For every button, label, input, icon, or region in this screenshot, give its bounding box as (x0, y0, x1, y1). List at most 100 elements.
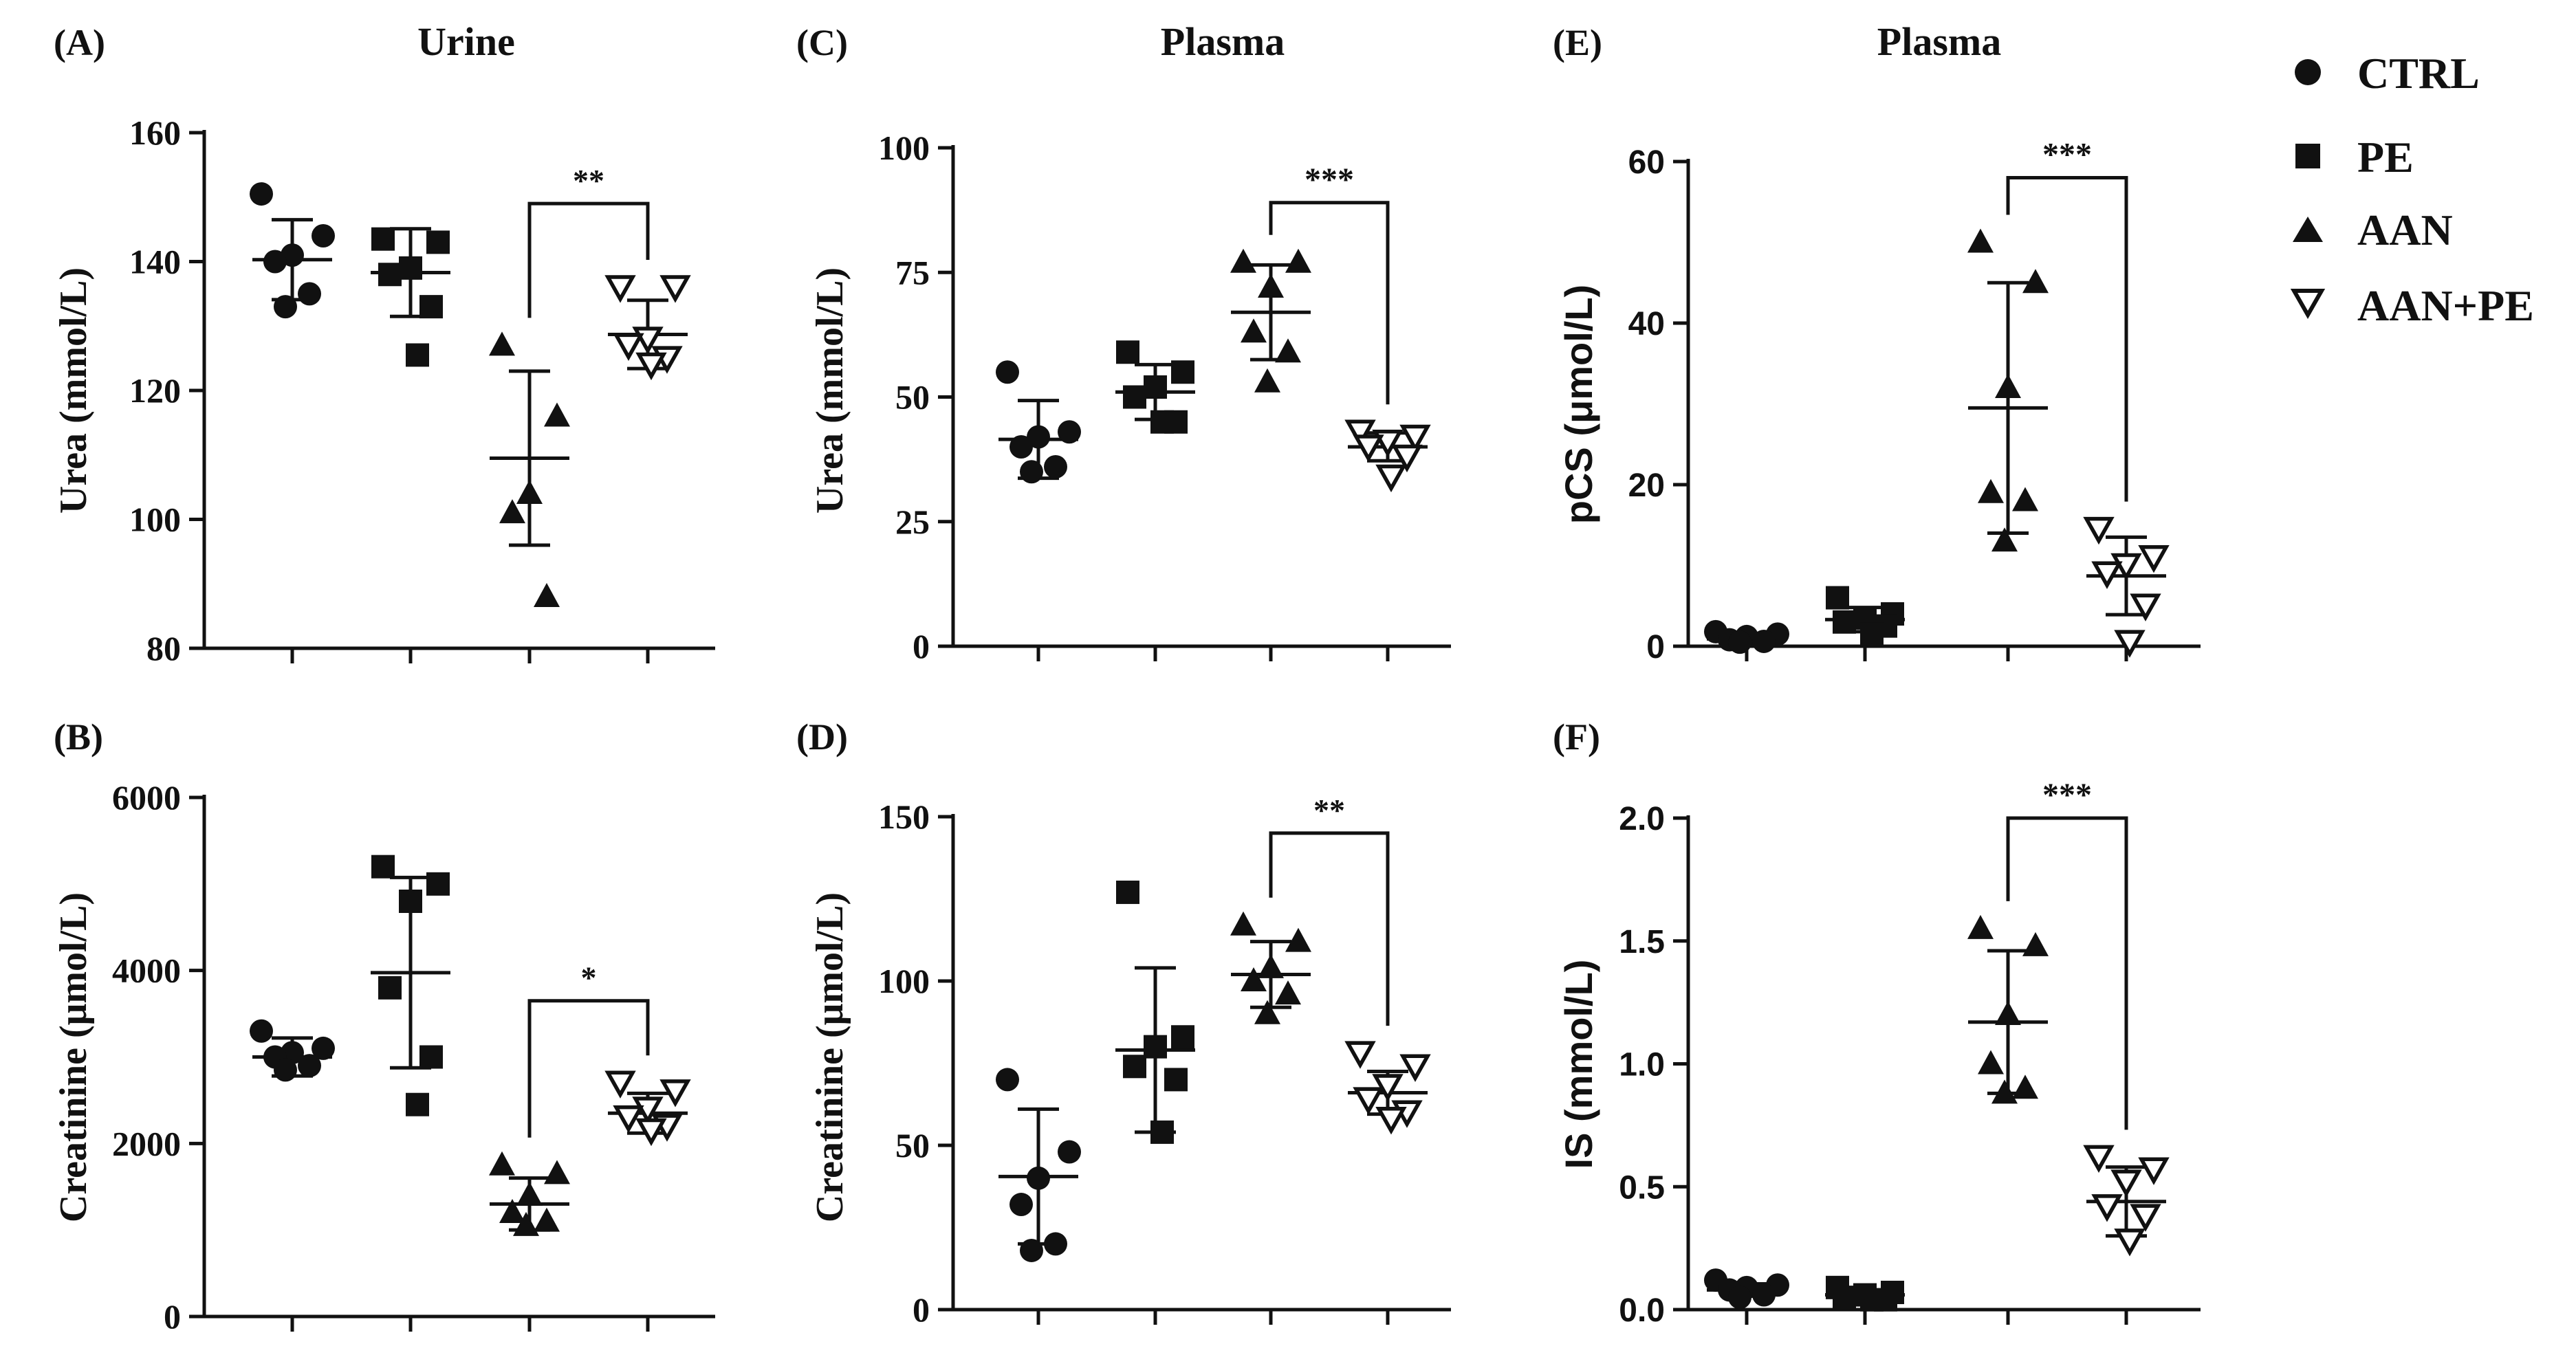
data-point-pe (406, 1092, 429, 1116)
data-point-pe (1171, 1025, 1194, 1049)
data-point-aan-pe (2083, 516, 2115, 545)
data-point-aan-pe (2110, 553, 2142, 582)
data-point-aan-pe (2114, 630, 2146, 658)
series-aan (489, 1151, 570, 1236)
significance-label: ** (573, 163, 604, 198)
column-title-urine: Urine (417, 19, 515, 64)
significance-label: *** (2042, 777, 2092, 813)
y-tick-label: 0 (1646, 629, 1665, 665)
data-point-aan (544, 1160, 570, 1185)
panel-d-plasma-creatinine: (D) Creatinine (μmol/L) 0 50 100 150 ** (796, 716, 1451, 1329)
data-point-pe (1150, 410, 1174, 434)
data-point-ctrl (298, 1054, 321, 1078)
series-aan (1230, 248, 1311, 393)
data-point-ctrl (1058, 1140, 1081, 1164)
y-tick-label: 75 (895, 253, 930, 291)
series-ctrl (1704, 1268, 1789, 1310)
y-tick-label: 100 (129, 500, 181, 539)
filled-square-icon (2295, 144, 2320, 168)
series-aan-pe (1344, 419, 1431, 493)
data-point-ctrl (996, 1068, 1019, 1092)
y-tick-label: 60 (1628, 144, 1665, 181)
panel-label: (B) (54, 716, 103, 758)
data-point-aan (1241, 967, 1267, 991)
panel-label: (E) (1553, 22, 1602, 63)
data-point-aan (1275, 980, 1301, 1005)
data-point-aan-pe (2083, 1145, 2115, 1173)
legend-label-aan: AAN (2357, 206, 2453, 254)
series-ctrl (996, 360, 1081, 484)
significance-label: *** (2042, 137, 2092, 173)
data-point-aan (1258, 274, 1284, 298)
significance-label: *** (1305, 162, 1354, 198)
legend-label-pe: PE (2357, 133, 2414, 181)
significance-line (527, 201, 650, 318)
data-point-pe (406, 343, 429, 367)
significance-label: * (581, 960, 597, 995)
data-point-aan (2012, 1075, 2038, 1099)
series-aan-pe (604, 1070, 691, 1147)
significance-bracket: * (527, 960, 650, 1138)
panel-label: (D) (796, 716, 848, 758)
data-point-ctrl (312, 224, 335, 247)
column-title-plasma-1: Plasma (1161, 19, 1285, 64)
y-tick-label: 0 (164, 1297, 181, 1336)
data-point-ctrl (274, 1058, 297, 1082)
y-tick-label: 120 (129, 371, 181, 410)
data-point-aan (1967, 228, 1994, 253)
y-tick-label: 1.5 (1619, 924, 1665, 960)
data-point-pe (1123, 385, 1146, 409)
y-tick-label: 100 (878, 962, 930, 1000)
data-point-ctrl (996, 360, 1019, 384)
data-point-pe (1116, 880, 1139, 904)
data-point-aan (2022, 269, 2049, 294)
series-pe (1825, 586, 1905, 646)
series-pe (1825, 1275, 1905, 1312)
data-point-aan (1230, 911, 1256, 936)
series-ctrl (1704, 619, 1789, 654)
data-point-aan (1254, 1000, 1280, 1024)
data-point-aan (1241, 318, 1267, 343)
data-point-pe (1833, 610, 1856, 634)
data-point-aan-pe (1399, 424, 1431, 453)
significance-line (1269, 831, 1390, 1026)
filled-circle-icon (2295, 59, 2321, 85)
data-point-aan-pe (1391, 444, 1423, 473)
data-point-aan (1991, 527, 2018, 552)
data-point-ctrl (250, 182, 273, 206)
data-point-aan-pe (1353, 434, 1384, 463)
series-aan (1967, 914, 2049, 1104)
data-point-pe (399, 256, 422, 280)
data-point-aan-pe (613, 1105, 644, 1134)
y-tick-label: 50 (895, 378, 930, 417)
y-tick-label: 6000 (112, 778, 181, 817)
data-point-aan (1230, 248, 1256, 273)
data-point-aan (1978, 478, 2004, 503)
data-point-aan (516, 480, 543, 504)
panel-c-plasma-urea: (C) Urea (mmol/L) 0 25 50 75 100 *** (796, 22, 1451, 665)
data-point-pe (1860, 622, 1884, 646)
y-axis-label: Creatinine (μmol/L) (809, 892, 851, 1222)
data-point-aan-pe (2091, 1194, 2123, 1222)
panel-b-urine-creatinine: (B) Creatinine (μmol/L) 0 2000 4000 6000 * (52, 716, 715, 1336)
y-tick-label: 100 (878, 129, 930, 167)
significance-bracket: *** (1269, 162, 1390, 405)
series-ctrl (250, 182, 335, 319)
legend-entry-ctrl: CTRL (2295, 49, 2480, 98)
data-point-aan-pe (1344, 1041, 1376, 1069)
data-point-aan-pe (659, 275, 691, 303)
data-point-ctrl (1044, 1232, 1067, 1256)
data-point-pe (1116, 340, 1139, 364)
data-point-aan-pe (2130, 593, 2161, 621)
y-tick-label: 80 (146, 629, 181, 668)
y-axis-label: Urea (mmol/L) (52, 267, 95, 514)
data-point-pe (1123, 1055, 1146, 1079)
data-point-aan-pe (1399, 1054, 1431, 1082)
y-tick-label: 25 (895, 503, 930, 541)
data-point-aan (1285, 927, 1311, 952)
series-aan (1230, 911, 1311, 1024)
series-aan-pe (2083, 516, 2170, 658)
data-point-ctrl (1752, 629, 1776, 653)
significance-bracket: ** (1269, 793, 1390, 1026)
series-ctrl (996, 1068, 1081, 1262)
